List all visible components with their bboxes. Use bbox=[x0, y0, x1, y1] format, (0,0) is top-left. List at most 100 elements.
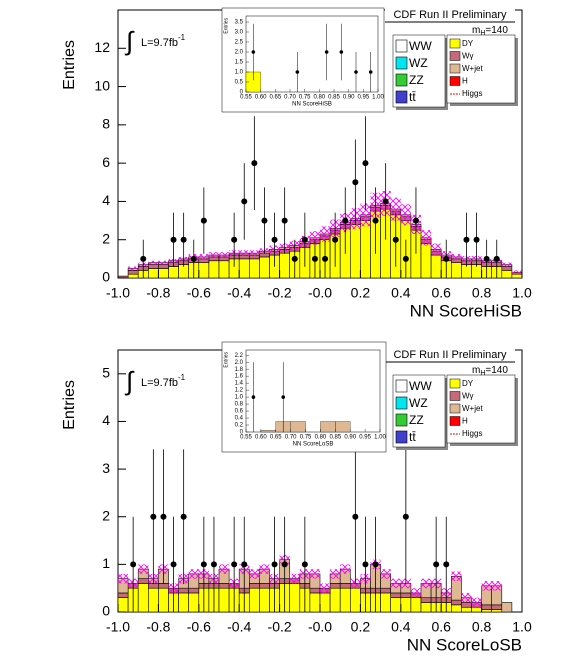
histogram-bar bbox=[127, 270, 139, 275]
x-axis-label: NN ScoreHiSB bbox=[292, 102, 332, 108]
legend-label: tt̄ bbox=[409, 90, 416, 104]
histogram-bar bbox=[450, 599, 462, 606]
histogram-bar bbox=[117, 597, 129, 613]
x-tick-label: -0.4 bbox=[227, 619, 251, 635]
x-tick-label: -0.4 bbox=[227, 285, 251, 301]
legend-label: Higgs bbox=[462, 429, 482, 438]
legend-label: Wγ bbox=[462, 52, 474, 61]
y-tick-label: 4 bbox=[102, 412, 110, 428]
data-point bbox=[392, 236, 399, 243]
histogram-bar bbox=[188, 587, 200, 594]
legend-label: Wγ bbox=[462, 392, 474, 401]
histogram-bar bbox=[188, 592, 200, 613]
y-axis-label: Entries bbox=[61, 380, 78, 430]
histogram-bar bbox=[390, 597, 402, 613]
data-point bbox=[483, 255, 490, 262]
histogram-bar bbox=[218, 583, 230, 589]
data-point bbox=[160, 513, 167, 520]
histogram-bar bbox=[290, 421, 306, 433]
x-tick-label: 0.6 bbox=[431, 285, 451, 301]
uncertainty-band bbox=[340, 564, 351, 574]
uncertainty-band bbox=[320, 583, 331, 593]
uncertainty-band bbox=[501, 262, 512, 267]
lumi: L=9.7fb-1 bbox=[141, 33, 186, 49]
legend-swatch bbox=[449, 416, 461, 426]
legend-label: W+jet bbox=[462, 404, 483, 413]
uncertainty-band bbox=[158, 260, 169, 265]
legend-swatch bbox=[395, 379, 408, 393]
histogram-bar bbox=[491, 604, 503, 610]
uncertainty-band bbox=[451, 571, 462, 582]
lumi-sup: -1 bbox=[178, 33, 186, 42]
y-tick-label: 1.6 bbox=[235, 374, 244, 380]
uncertainty-band bbox=[118, 573, 129, 584]
uncertainty-band bbox=[491, 581, 502, 591]
x-tick-label: 1.00 bbox=[374, 435, 386, 441]
uncertainty-band bbox=[481, 581, 492, 591]
plot-area bbox=[245, 349, 381, 433]
x-tick-label: 0.85 bbox=[328, 95, 340, 101]
header-box bbox=[385, 347, 515, 362]
data-point bbox=[231, 561, 238, 568]
uncertainty-band bbox=[390, 197, 401, 221]
uncertainty-band bbox=[309, 569, 320, 579]
histogram-bar bbox=[158, 264, 169, 269]
legend-label: DY bbox=[462, 39, 474, 48]
legend-swatch bbox=[449, 38, 461, 49]
uncertainty-band bbox=[148, 260, 159, 265]
x-tick-label: 0.95 bbox=[359, 435, 371, 441]
data-point bbox=[354, 70, 358, 74]
uncertainty-band bbox=[239, 250, 250, 256]
histogram-bar bbox=[430, 254, 442, 279]
x-tick-label: -0.6 bbox=[187, 619, 211, 635]
uncertainty-band bbox=[431, 243, 442, 256]
x-tick-label: 0.2 bbox=[351, 619, 371, 635]
mass-symbol: m bbox=[472, 25, 480, 36]
histogram-bar bbox=[198, 262, 210, 279]
data-point bbox=[210, 561, 217, 568]
header: CDF Run II Preliminary bbox=[393, 9, 507, 21]
x-tick-label: 0.80 bbox=[313, 95, 325, 101]
uncertainty-band bbox=[128, 266, 139, 271]
y-tick-label: 0 bbox=[102, 269, 110, 285]
uncertainty-band bbox=[390, 578, 401, 589]
data-point bbox=[231, 236, 238, 243]
x-tick-label: 1.00 bbox=[372, 95, 384, 101]
legend-swatch bbox=[449, 76, 461, 86]
data-point bbox=[368, 70, 373, 74]
histogram-bar bbox=[481, 609, 493, 613]
histogram-bar bbox=[158, 583, 169, 589]
histogram-bar bbox=[380, 592, 392, 613]
legend-label: ZZ bbox=[409, 73, 424, 87]
header-box bbox=[385, 7, 515, 22]
histogram-bar bbox=[400, 597, 412, 613]
x-axis-label: NN ScoreLoSB bbox=[407, 635, 522, 654]
mass-value: =140 bbox=[485, 25, 508, 36]
legend-label: Higgs bbox=[462, 89, 482, 98]
data-point bbox=[402, 255, 409, 262]
data-point bbox=[295, 70, 300, 74]
histogram-bar bbox=[117, 592, 129, 599]
histogram-bar bbox=[127, 273, 139, 279]
x-tick-label: 0.8 bbox=[472, 619, 492, 635]
legend-label: WZ bbox=[409, 56, 428, 70]
x-tick-label: -0.2 bbox=[268, 285, 292, 301]
x-tick-label: -0.8 bbox=[146, 619, 170, 635]
legend-label: H bbox=[462, 77, 468, 86]
histogram-bar bbox=[511, 273, 523, 279]
histogram-bar bbox=[289, 583, 301, 613]
data-point bbox=[301, 236, 308, 243]
histogram-bar bbox=[218, 260, 230, 279]
histogram-bar bbox=[208, 260, 220, 279]
histogram-bar bbox=[360, 220, 371, 279]
histogram-bar bbox=[481, 604, 493, 610]
histogram-bar bbox=[335, 421, 351, 433]
x-tick-label: 0.4 bbox=[391, 285, 411, 301]
histogram-bar bbox=[501, 602, 513, 613]
histogram-bar bbox=[148, 583, 159, 589]
x-tick-label: -1.0 bbox=[106, 619, 130, 635]
y-tick-label: 8 bbox=[102, 116, 110, 132]
lumi-integral: ∫ bbox=[124, 366, 135, 396]
data-point bbox=[170, 236, 177, 243]
